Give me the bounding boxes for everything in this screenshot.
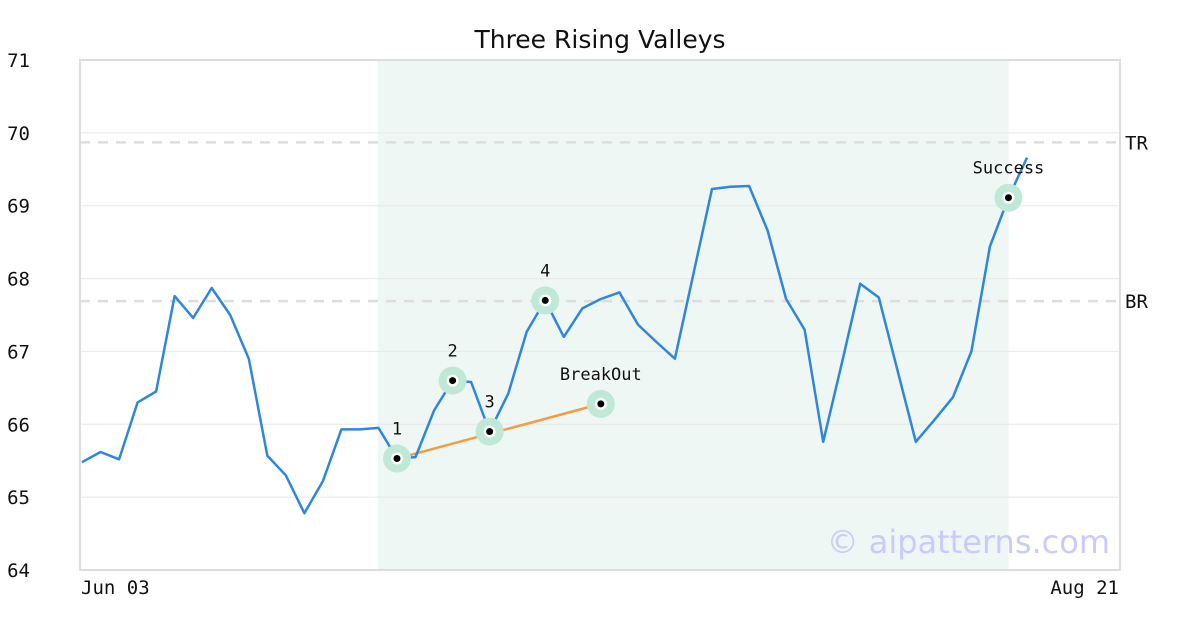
- watermark: © aipatterns.com: [827, 523, 1110, 561]
- chart-title: Three Rising Valleys: [473, 25, 725, 54]
- level-lines: TR BR: [80, 132, 1148, 313]
- x-tick-label: Aug 21: [1050, 577, 1119, 599]
- level-label: BR: [1125, 291, 1148, 313]
- x-tick-label: Jun 03: [81, 577, 150, 599]
- y-tick-label: 71: [7, 50, 30, 72]
- grid-lines: [80, 132, 1120, 498]
- x-axis: Jun 03 Aug 21: [81, 577, 1119, 599]
- annotation-label: 4: [540, 261, 550, 281]
- y-tick-label: 68: [7, 269, 30, 291]
- pattern-markers: 1 2 3 4 BreakOut Success: [383, 159, 1044, 473]
- price-line: [81, 157, 1029, 515]
- y-tick-label: 65: [7, 487, 30, 509]
- y-axis: 64 65 66 67 68 69 70 71: [7, 50, 30, 582]
- marker-dot: [541, 296, 549, 304]
- annotation-label: Success: [973, 159, 1045, 179]
- marker-dot: [1004, 194, 1012, 202]
- marker-dot: [393, 455, 401, 463]
- level-label: TR: [1125, 132, 1148, 154]
- marker-dot: [486, 428, 494, 436]
- y-tick-label: 70: [7, 123, 30, 145]
- y-tick-label: 67: [7, 341, 30, 363]
- shaded-region: [377, 60, 1009, 570]
- y-tick-label: 64: [7, 560, 30, 582]
- marker-dot: [597, 400, 605, 408]
- plot-frame: [79, 59, 1121, 571]
- marker-dot: [449, 377, 457, 385]
- annotation-label: 3: [485, 393, 495, 413]
- annotation-label: 2: [447, 342, 457, 362]
- annotation-label: BreakOut: [560, 365, 642, 385]
- y-tick-label: 69: [7, 196, 30, 218]
- annotation-label: 1: [392, 420, 402, 440]
- y-tick-label: 66: [7, 414, 30, 436]
